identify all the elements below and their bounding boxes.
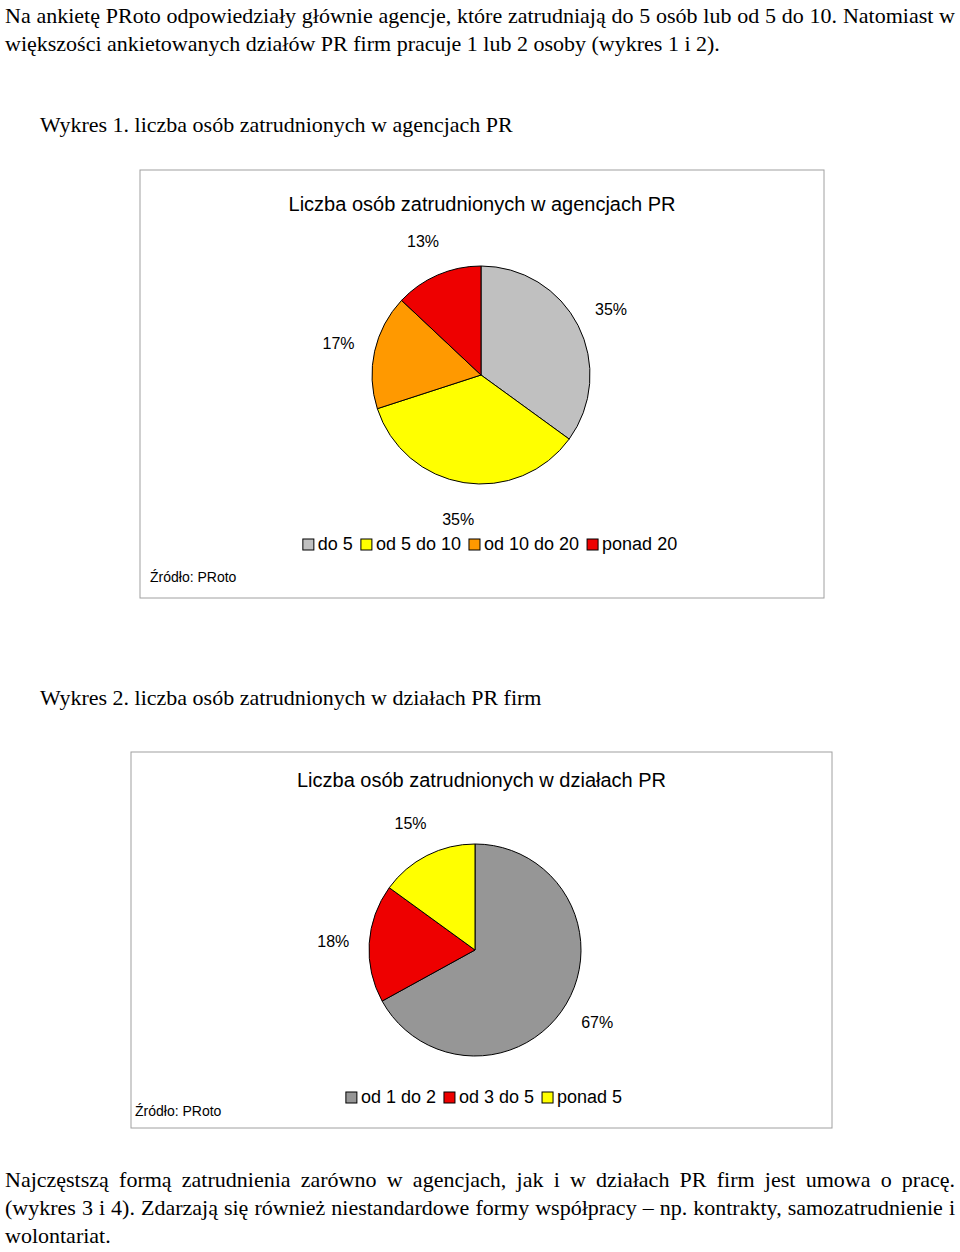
- legend-swatch: [361, 539, 372, 550]
- legend-swatch: [469, 539, 480, 550]
- legend-swatch: [346, 1092, 357, 1103]
- legend-label: ponad 5: [557, 1087, 622, 1107]
- chart-title: Liczba osób zatrudnionych w agencjach PR: [289, 193, 676, 215]
- data-label: 35%: [595, 301, 627, 318]
- chart-source: Źródło: PRoto: [135, 1103, 222, 1119]
- chart-source: Źródło: PRoto: [150, 569, 237, 585]
- legend-label: do 5: [318, 534, 353, 554]
- charts-canvas: Liczba osób zatrudnionych w agencjach PR…: [0, 0, 960, 1252]
- data-label: 15%: [395, 815, 427, 832]
- legend-label: od 10 do 20: [484, 534, 579, 554]
- legend-swatch: [444, 1092, 455, 1103]
- legend-label: od 1 do 2: [361, 1087, 436, 1107]
- data-label: 13%: [407, 233, 439, 250]
- data-label: 35%: [442, 511, 474, 528]
- pie-labels: 67% 18% 15%: [317, 815, 613, 1031]
- legend: do 5 od 5 do 10 od 10 do 20 ponad 20: [303, 534, 677, 554]
- pie-labels: 35% 35% 17% 13%: [323, 233, 628, 528]
- legend-swatch: [542, 1092, 553, 1103]
- pie-chart: Liczba osób zatrudnionych w działach PR Ź…: [131, 752, 832, 1128]
- pie-slices: [372, 266, 590, 484]
- intro-paragraph: Na ankietę PRoto odpowiedziały głównie a…: [5, 2, 955, 58]
- figure-caption: Wykres 2. liczba osób zatrudnionych w dz…: [40, 685, 541, 711]
- outro-paragraph: Najczęstszą formą zatrudnienia zarówno w…: [5, 1166, 955, 1250]
- legend: od 1 do 2 od 3 do 5 ponad 5: [346, 1087, 622, 1107]
- pie-slices: [369, 844, 581, 1056]
- legend-swatch: [303, 539, 314, 550]
- pie-slice: [402, 266, 481, 375]
- chart-frame: [140, 170, 824, 598]
- data-label: 67%: [581, 1014, 613, 1031]
- legend-label: od 3 do 5: [459, 1087, 534, 1107]
- pie-chart: Liczba osób zatrudnionych w agencjach PR…: [140, 170, 824, 598]
- pie-slice: [389, 844, 475, 950]
- chart-frame: [131, 752, 832, 1128]
- figure-caption: Wykres 1. liczba osób zatrudnionych w ag…: [40, 112, 513, 138]
- chart-title: Liczba osób zatrudnionych w działach PR: [297, 769, 666, 791]
- data-label: 17%: [323, 335, 355, 352]
- legend-label: ponad 20: [602, 534, 677, 554]
- legend-label: od 5 do 10: [376, 534, 461, 554]
- data-label: 18%: [317, 933, 349, 950]
- legend-swatch: [587, 539, 598, 550]
